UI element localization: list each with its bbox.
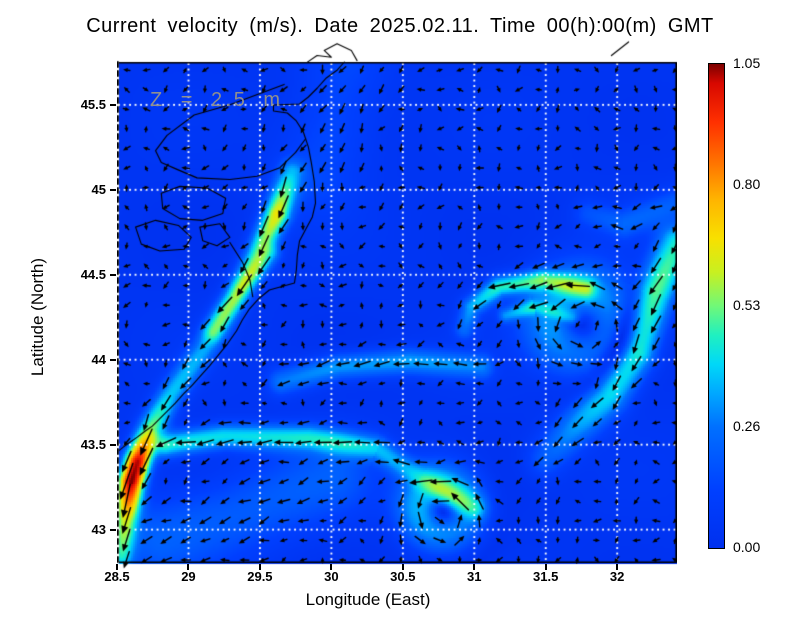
x-tick-mark: [187, 564, 190, 570]
y-tick-mark: [110, 273, 116, 276]
x-tick-mark: [258, 564, 261, 570]
x-tick-mark: [401, 564, 404, 570]
x-tick-label: 29.5: [247, 569, 273, 584]
x-axis-title: Longitude (East): [305, 590, 431, 609]
x-tick-label: 31: [467, 569, 482, 584]
x-tick-label: 30: [324, 569, 339, 584]
x-tick-label: 29: [181, 569, 196, 584]
map-canvas: [117, 40, 677, 572]
y-tick-label: 44.5: [80, 266, 106, 282]
colorbar: [708, 63, 725, 549]
y-tick-mark: [110, 528, 116, 531]
y-tick-mark: [110, 358, 116, 361]
colorbar-tick-label: 0.26: [733, 418, 761, 434]
y-tick-label: 45: [91, 181, 106, 197]
x-tick-mark: [330, 564, 333, 570]
x-tick-label: 32: [609, 569, 625, 584]
colorbar-tick-label: 0.53: [733, 297, 761, 313]
colorbar-tick-label: 1.05: [733, 55, 761, 71]
y-tick-label: 43.5: [80, 436, 106, 452]
y-tick-label: 44: [91, 351, 106, 367]
x-tick-mark: [616, 564, 619, 570]
y-tick-mark: [110, 188, 116, 191]
colorbar-tick-label: 0.00: [733, 539, 761, 555]
y-tick-mark: [110, 443, 116, 446]
plot-title: Current velocity (m/s). Date 2025.02.11.…: [86, 15, 714, 37]
y-tick-label: 43: [91, 521, 106, 537]
x-tick-label: 30.5: [390, 569, 416, 584]
y-tick-mark: [110, 103, 116, 106]
x-tick-mark: [473, 564, 476, 570]
y-axis-title: Latitude (North): [28, 257, 47, 377]
x-tick-mark: [544, 564, 547, 570]
x-tick-mark: [116, 564, 118, 570]
depth-annotation: Z = 2.5 m: [150, 89, 284, 111]
x-tick-label: 31.5: [533, 569, 559, 584]
colorbar-tick-label: 0.80: [733, 176, 761, 192]
x-tick-label: 28.5: [104, 569, 130, 584]
y-tick-label: 45.5: [80, 96, 106, 112]
